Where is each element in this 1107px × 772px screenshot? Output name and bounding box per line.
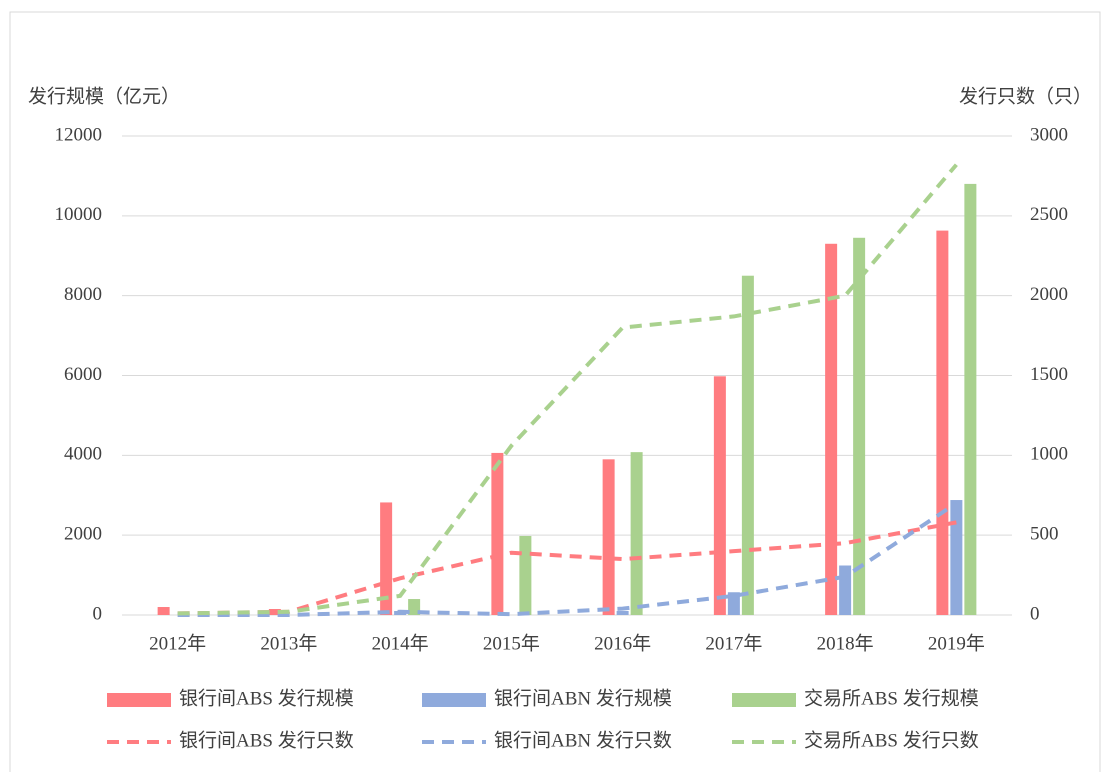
y2-tick-label: 2000 [1030,284,1068,305]
y2-tick-label: 3000 [1030,124,1068,145]
y-tick-label: 2000 [64,524,102,545]
bar [727,592,740,615]
legend-label: 银行间ABN 发行规模 [494,687,672,709]
y2-tick-label: 1000 [1030,444,1068,465]
line [177,520,957,616]
line [177,163,958,616]
x-tick-label: 2014年 [372,632,429,654]
legend-swatch [732,693,796,707]
y2-axis-title: 发行只数（只） [959,85,1092,107]
legend-label: 银行间ABS 发行只数 [179,729,354,751]
bar [964,183,977,615]
bar [713,376,726,615]
bar [602,459,615,615]
x-tick-label: 2012年 [149,632,206,654]
legend-swatch [422,693,486,707]
line [177,501,958,617]
bar [853,237,866,615]
legend-swatch [107,693,171,707]
y-tick-label: 8000 [64,284,102,305]
bar [825,243,838,615]
bar [839,565,852,615]
chart-frame [9,11,1101,772]
legend-label: 交易所ABS 发行规模 [804,687,979,709]
y-axis-title: 发行规模（亿元） [28,85,180,107]
bar [380,502,393,615]
x-tick-label: 2019年 [928,632,985,654]
legend-label: 交易所ABS 发行只数 [804,729,979,751]
y2-tick-label: 1500 [1030,364,1068,385]
bar [630,452,643,615]
bar [491,452,504,615]
y-tick-label: 12000 [55,124,103,145]
y-tick-label: 6000 [64,364,102,385]
legend-label: 银行间ABN 发行只数 [494,729,672,751]
x-tick-label: 2015年 [483,632,540,654]
x-tick-label: 2016年 [594,632,651,654]
y2-tick-label: 0 [1030,603,1040,624]
bar [950,500,963,615]
y-tick-label: 0 [93,603,103,624]
bar [936,230,949,616]
legend-label: 银行间ABS 发行规模 [179,687,354,709]
bar [741,275,754,615]
y2-tick-label: 2500 [1030,204,1068,225]
bar [408,599,421,615]
bar [519,535,532,615]
bar [268,609,281,615]
x-tick-label: 2013年 [260,632,317,654]
y-tick-label: 10000 [55,204,103,225]
y-tick-label: 4000 [64,444,102,465]
x-tick-label: 2017年 [705,632,762,654]
y2-tick-label: 500 [1030,524,1059,545]
x-tick-label: 2018年 [817,632,874,654]
bar [157,607,170,615]
bar [616,611,629,615]
